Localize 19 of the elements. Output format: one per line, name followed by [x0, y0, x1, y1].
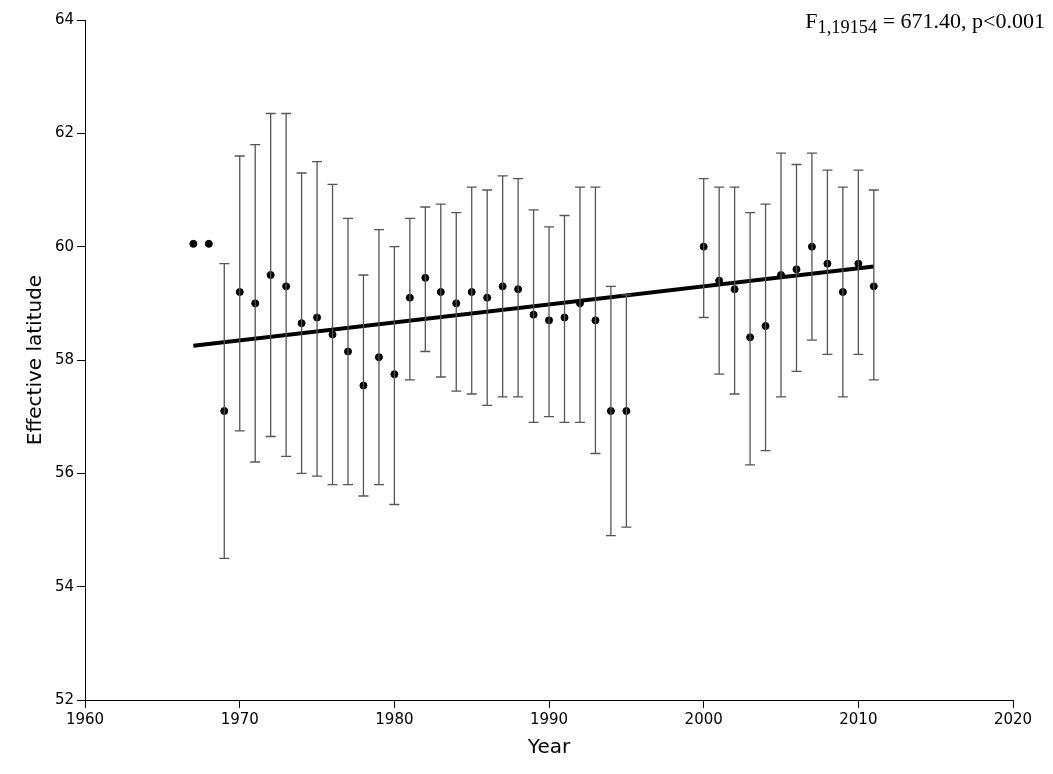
x-tick-label: 2010 — [839, 709, 878, 728]
y-tick-label: 60 — [54, 236, 75, 255]
x-tick-label: 2000 — [684, 709, 723, 728]
y-tick-label: 64 — [54, 9, 75, 28]
y-tick-label: 56 — [54, 463, 75, 482]
y-tick-label: 62 — [54, 123, 75, 142]
point — [189, 239, 198, 248]
x-tick-label: 1970 — [220, 709, 259, 728]
y-tick-label: 54 — [54, 576, 75, 595]
x-axis-title: Year — [526, 734, 571, 759]
point — [204, 239, 213, 248]
x-tick-label: 2020 — [993, 709, 1033, 728]
y-tick-label: 58 — [54, 349, 75, 368]
annotation: F$_{1,19154}$ = 671.40, p<0.001 — [805, 8, 1045, 39]
x-tick-label: 1990 — [529, 709, 569, 728]
x-tick-label: 1980 — [375, 709, 414, 728]
x-tick-label: 1960 — [65, 709, 105, 728]
y-tick-label: 52 — [54, 689, 75, 708]
y-axis-title: Effective latitude — [22, 274, 47, 446]
